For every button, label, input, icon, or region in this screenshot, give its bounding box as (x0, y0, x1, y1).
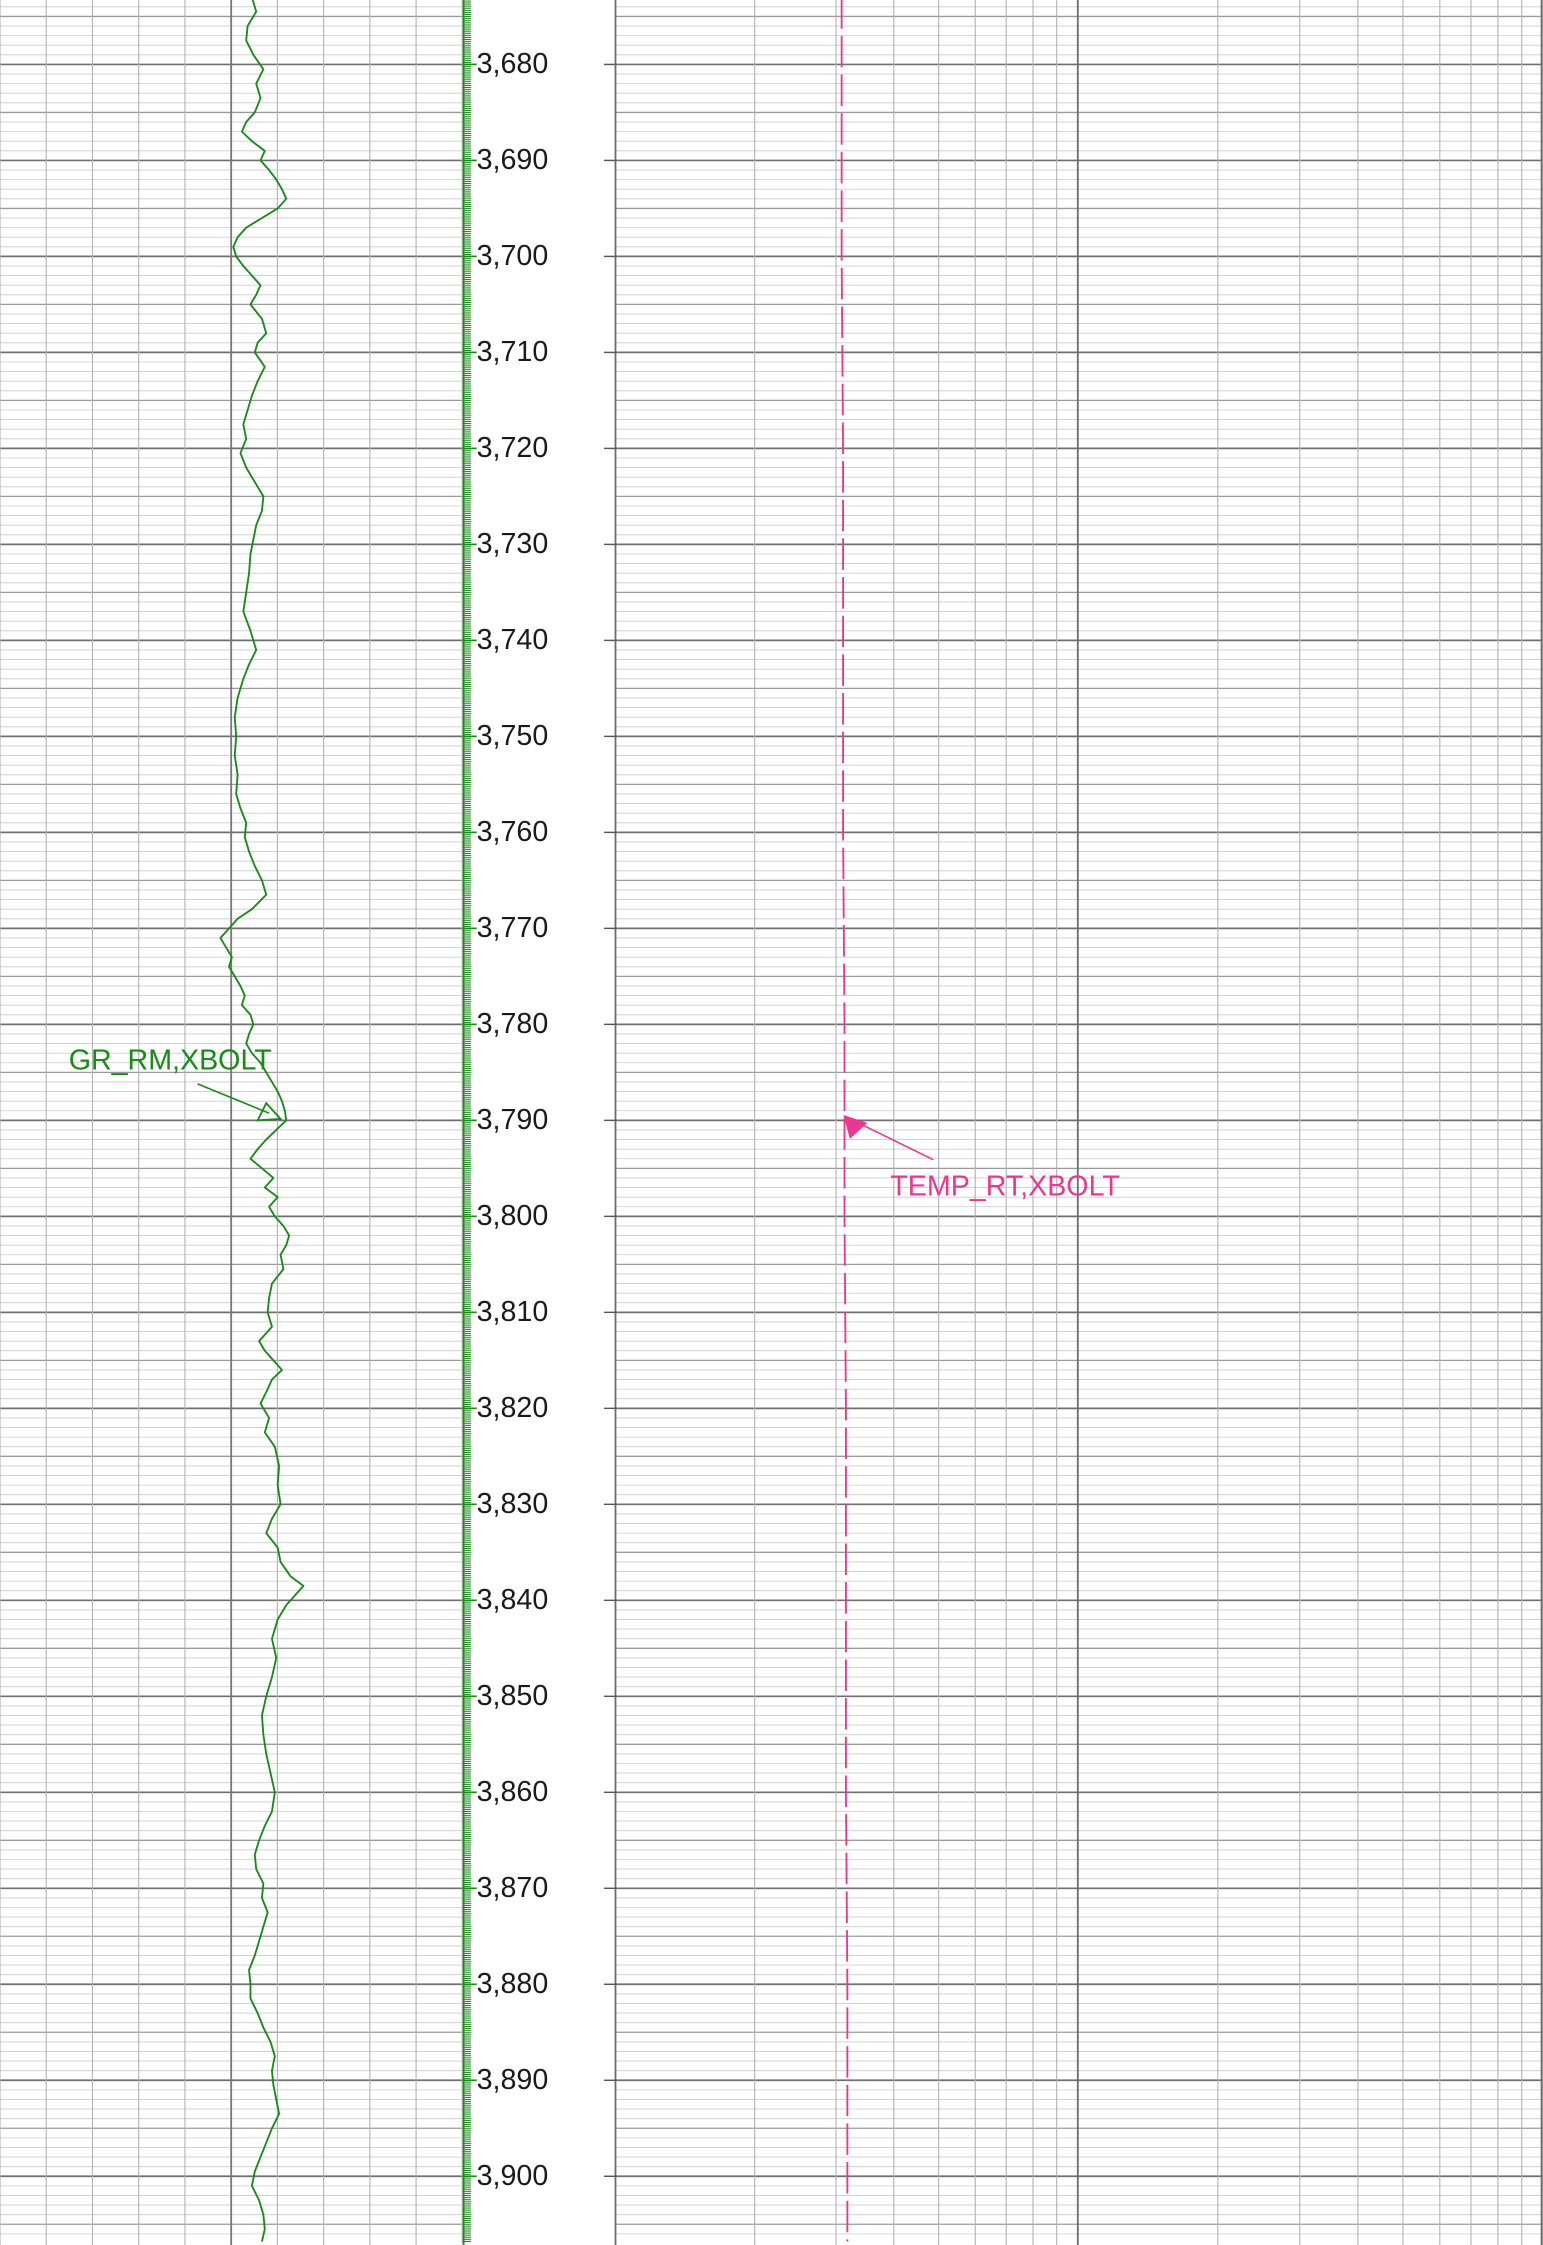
depth-tick-label: 3,710 (477, 336, 549, 368)
depth-tick-label: 3,770 (477, 912, 549, 944)
gr-curve (219, 0, 305, 2242)
temp-label-arrow-line (858, 1122, 934, 1161)
depth-tick-label: 3,760 (477, 816, 549, 848)
depth-tick-label: 3,890 (477, 2064, 549, 2096)
depth-tick-label: 3,860 (477, 1776, 549, 1808)
depth-tick-label: 3,680 (477, 48, 549, 80)
depth-tick-label: 3,840 (477, 1584, 549, 1616)
depth-tick-label: 3,720 (477, 432, 549, 464)
depth-tick-label: 3,750 (477, 720, 549, 752)
depth-tick-label: 3,900 (477, 2160, 549, 2192)
depth-tick-label: 3,880 (477, 1968, 549, 2000)
depth-tick-label: 3,850 (477, 1680, 549, 1712)
depth-tick-label: 3,830 (477, 1488, 549, 1520)
depth-tick-label: 3,790 (477, 1104, 549, 1136)
depth-tick-label: 3,820 (477, 1392, 549, 1424)
depth-tick-label: 3,810 (477, 1296, 549, 1328)
depth-track: 3,680 3,690 3,700 3,710 3,720 3,730 3,740 3,750… (462, 0, 616, 2245)
gr-label-arrow-line (197, 1083, 270, 1114)
depth-tick-label: 3,800 (477, 1200, 549, 1232)
temp-curve-label: TEMP_RT,XBOLT (890, 1171, 1120, 1203)
temp-curve (840, 0, 849, 2242)
depth-tick-label: 3,730 (477, 528, 549, 560)
depth-tick-label: 3,700 (477, 240, 549, 272)
depth-tick-label: 3,780 (477, 1008, 549, 1040)
curve-label-layer: GR_RM,XBOLT TEMP_RT,XBOLT (69, 1045, 1120, 1203)
curve-layer (219, 0, 849, 2242)
gr-label-arrowhead (256, 1101, 283, 1122)
gr-curve-label: GR_RM,XBOLT (69, 1045, 272, 1077)
depth-tick-label: 3,690 (477, 144, 549, 176)
temp-label-arrowhead (843, 1114, 868, 1139)
depth-tick-label: 3,740 (477, 624, 549, 656)
depth-tick-label: 3,870 (477, 1872, 549, 1904)
